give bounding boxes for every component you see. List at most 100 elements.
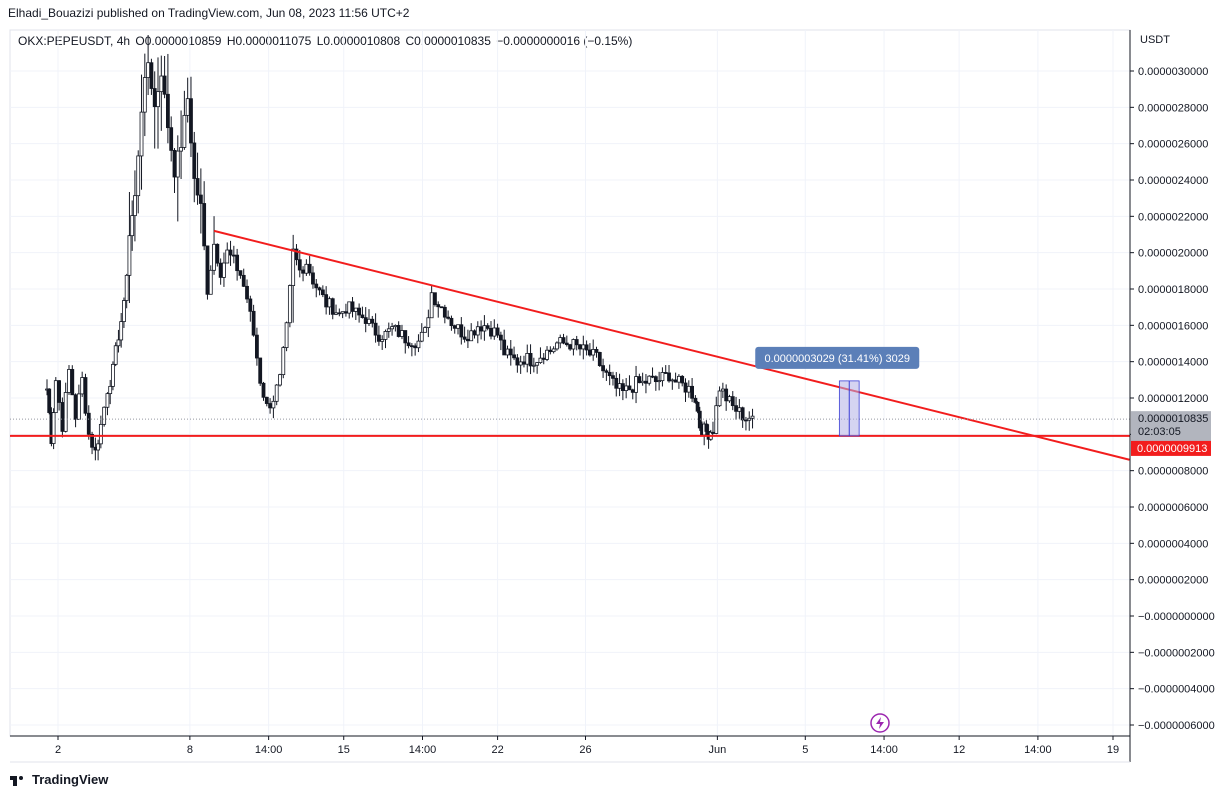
candle [146, 34, 151, 96]
legend-symbol[interactable]: OKX:PEPEUSDT, 4h [18, 34, 131, 48]
candle-body [337, 312, 342, 315]
candle-body [136, 155, 141, 197]
candle-body [727, 396, 732, 402]
candle [357, 303, 362, 323]
candle [274, 384, 279, 406]
candle [423, 326, 427, 333]
candle-body [189, 98, 193, 144]
candle-body [350, 301, 355, 312]
candle-body [489, 327, 493, 337]
last-price-label: 0.0000010835 [1138, 413, 1208, 425]
candle [311, 266, 315, 289]
candle-body [555, 342, 559, 350]
candle-body [630, 389, 635, 393]
lightning-icon [870, 713, 890, 733]
candle [271, 395, 276, 419]
measure-label-bg [755, 346, 920, 369]
candle [149, 58, 154, 95]
candle-body [634, 376, 638, 393]
candle [119, 312, 124, 348]
candle [350, 297, 355, 318]
candle [657, 371, 662, 391]
candle-body [525, 353, 530, 365]
candle [673, 372, 678, 383]
candle [70, 365, 75, 396]
candle [222, 252, 226, 287]
candle [456, 324, 460, 335]
candle [452, 324, 457, 334]
candle-body [124, 274, 129, 301]
candle-body [482, 325, 487, 332]
candle-body [238, 270, 243, 276]
candle-body [330, 298, 335, 315]
candle-body [162, 75, 167, 95]
tradingview-footer[interactable]: TradingView [10, 772, 108, 787]
candle-body [294, 248, 299, 261]
candle-body [485, 325, 490, 329]
candle [634, 365, 638, 404]
candle-body [617, 383, 622, 389]
candle-body [660, 372, 665, 382]
candle-body [409, 345, 414, 348]
candle [584, 340, 589, 356]
candle [406, 336, 411, 349]
candle [740, 406, 745, 428]
candle [98, 415, 103, 449]
candle [83, 373, 88, 416]
candle [479, 320, 483, 340]
time-tick-label: Jun [709, 744, 727, 756]
candle-body [720, 388, 725, 392]
candle [301, 266, 305, 282]
candle-body [505, 348, 510, 356]
candle-body [574, 339, 579, 346]
candle-body [396, 325, 401, 337]
candle-body [202, 203, 207, 247]
candle [241, 268, 246, 288]
candle [512, 346, 516, 361]
candle [255, 327, 259, 366]
candle [594, 346, 599, 358]
candle-body [508, 348, 513, 356]
candle [538, 347, 543, 364]
candle [152, 71, 157, 149]
candle-body [601, 365, 605, 372]
candle-body [373, 322, 378, 336]
candle [320, 285, 325, 298]
candle [469, 323, 474, 342]
candle [396, 321, 401, 338]
candle-body [360, 314, 365, 319]
candle-body [657, 380, 662, 383]
candle [127, 191, 132, 304]
candle [601, 358, 605, 378]
candle-body [390, 326, 394, 330]
candle-body [711, 431, 715, 434]
candle-body [449, 317, 454, 327]
legend-change: −0.0000000016 (−0.15%) [496, 34, 633, 48]
candle [393, 324, 398, 332]
time-tick-label: 2 [55, 744, 61, 756]
candle-body [459, 324, 464, 338]
candle [647, 375, 652, 386]
price-tick-label: −0.0000002000 [1138, 647, 1215, 659]
candle-body [113, 345, 118, 365]
candle-body [228, 249, 233, 256]
candle [284, 321, 289, 352]
candle-body [172, 149, 177, 178]
candle-body [446, 316, 451, 319]
candle [215, 243, 220, 267]
candle [498, 331, 503, 351]
candle-body [287, 285, 292, 324]
candle [63, 382, 68, 433]
candle [195, 152, 200, 205]
candle-body [133, 195, 137, 217]
candle-body [734, 405, 738, 412]
candle-body [518, 361, 523, 366]
candle-body [212, 243, 216, 271]
candle-body [215, 243, 220, 264]
candle [57, 379, 61, 411]
candle-body [535, 362, 540, 366]
candle [750, 408, 755, 429]
time-tick-label: 19 [1107, 744, 1119, 756]
candle [400, 324, 404, 340]
